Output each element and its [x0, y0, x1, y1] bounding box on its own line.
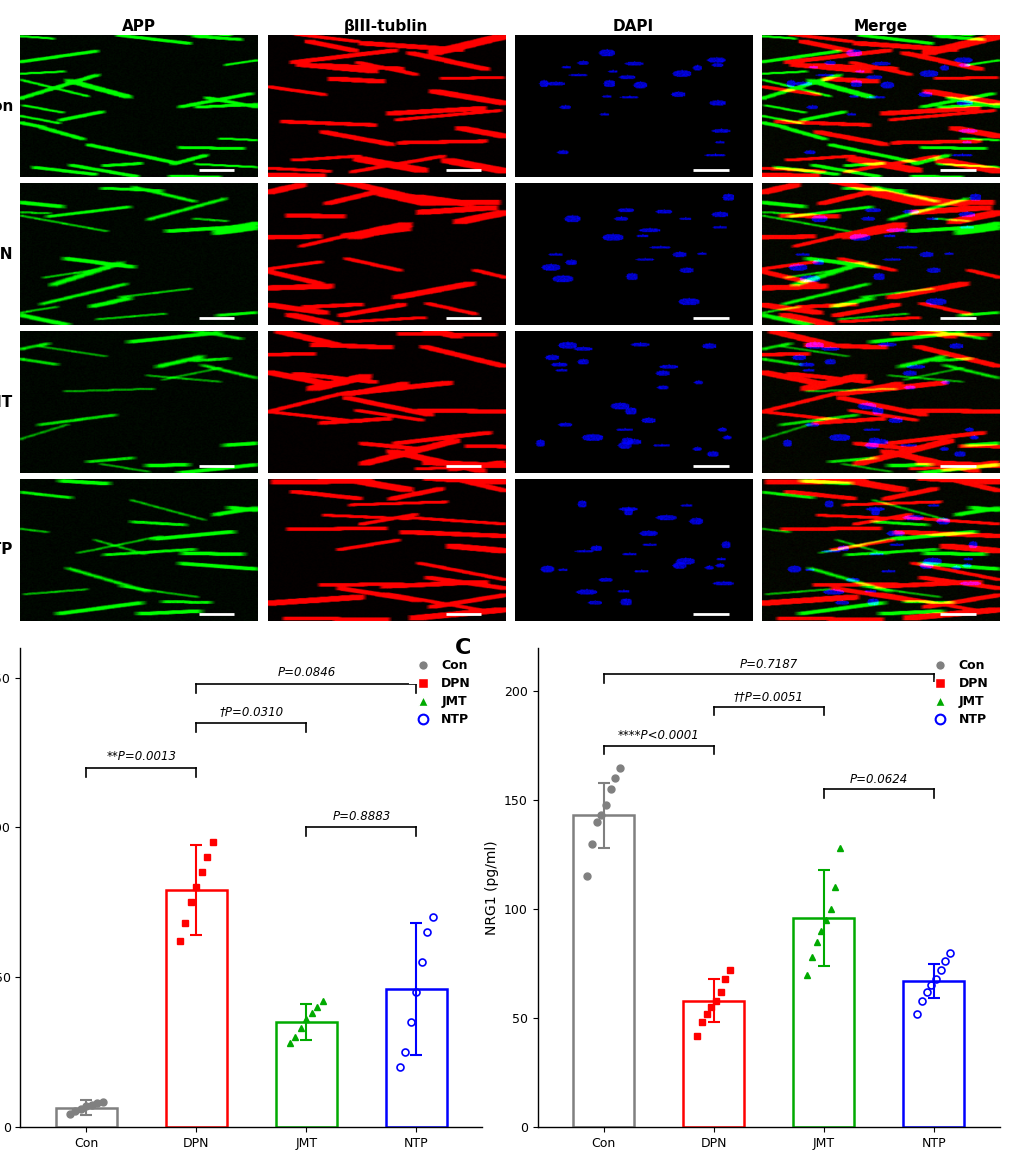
Y-axis label: Con: Con: [0, 99, 13, 114]
Text: ****P<0.0001: ****P<0.0001: [618, 729, 699, 742]
Text: P=0.0624: P=0.0624: [849, 772, 907, 787]
Text: **P=0.0013: **P=0.0013: [106, 750, 176, 763]
Text: P=0.7187: P=0.7187: [739, 657, 797, 670]
Y-axis label: DPN: DPN: [0, 247, 13, 262]
Bar: [56, 1107, 116, 1127]
Y-axis label: NRG1 (pg/ml): NRG1 (pg/ml): [484, 841, 498, 935]
Bar: [385, 990, 446, 1127]
Text: P=0.8883: P=0.8883: [332, 810, 390, 823]
Legend: Con, DPN, JMT, NTP: Con, DPN, JMT, NTP: [921, 654, 993, 731]
Title: Merge: Merge: [853, 19, 907, 34]
Bar: [166, 890, 226, 1127]
Bar: [683, 1000, 743, 1127]
Title: DAPI: DAPI: [612, 19, 653, 34]
Title: APP: APP: [122, 19, 156, 34]
Bar: [276, 1023, 336, 1127]
Text: †P=0.0310: †P=0.0310: [219, 706, 283, 718]
Text: ††P=0.0051: ††P=0.0051: [733, 690, 803, 703]
Bar: [793, 918, 853, 1127]
Y-axis label: NTP: NTP: [0, 542, 13, 558]
Title: βIII-tublin: βIII-tublin: [343, 19, 428, 34]
Text: C: C: [454, 639, 471, 659]
Y-axis label: JMT: JMT: [0, 394, 13, 410]
Bar: [573, 816, 634, 1127]
Legend: Con, DPN, JMT, NTP: Con, DPN, JMT, NTP: [405, 654, 476, 731]
Text: P=0.0846: P=0.0846: [277, 666, 335, 680]
Bar: [903, 981, 963, 1127]
